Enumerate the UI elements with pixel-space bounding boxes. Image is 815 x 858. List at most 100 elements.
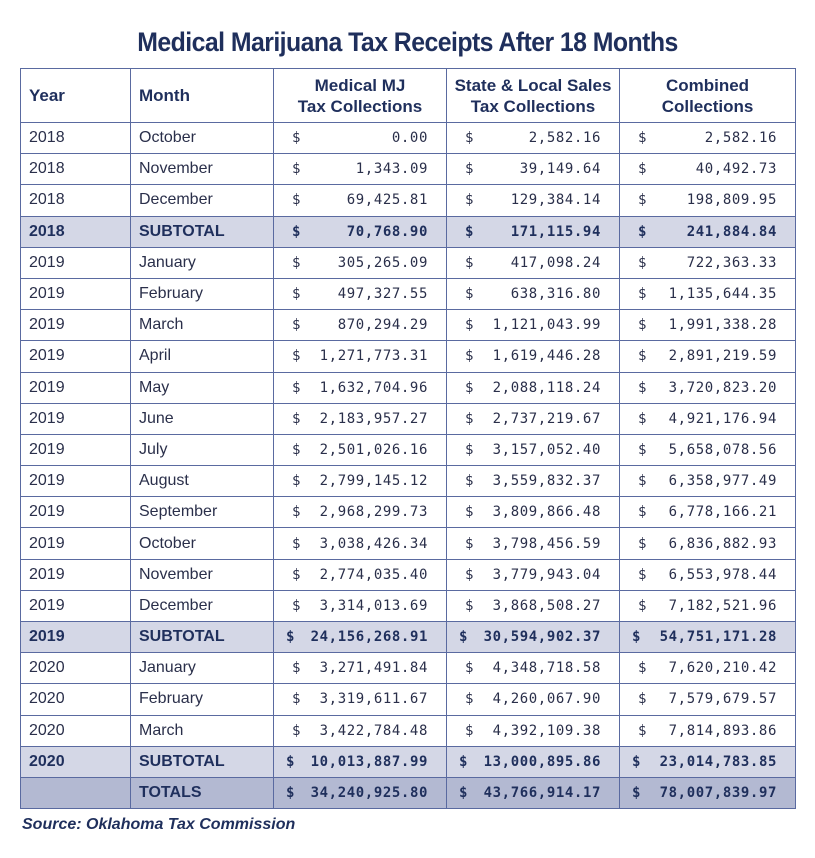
mmj-cell: $1,632,704.96 [273,371,447,404]
mmj-amount: 2,774,035.40 [319,566,428,583]
dollar-sign: $ [292,473,302,490]
sales-amount: 39,149.64 [519,161,601,178]
dollar-sign: $ [465,473,475,490]
subtotal-row: 2018 SUBTOTAL $70,768.90 $171,115.94 $241,88… [20,215,796,248]
dollar-sign: $ [292,379,302,396]
table-row: 2020 February $3,319,611.67 $4,260,067.90 $7… [20,683,796,716]
combined-amount: 198,809.95 [686,192,777,209]
mmj-cell: $3,422,784.48 [273,714,447,747]
month-cell: February [130,683,274,716]
dollar-sign: $ [465,597,475,614]
year-cell: 2018 [20,184,131,217]
combined-cell: $2,582.16 [619,121,796,155]
mmj-cell: $69,425.81 [273,184,447,217]
combined-amount: 7,814,893.86 [668,722,777,739]
table-row: 2019 July $2,501,026.16 $3,157,052.40 $5,658… [20,433,796,467]
mmj-amount: 305,265.09 [337,254,428,271]
sales-amount: 2,088,118.24 [492,379,601,396]
mmj-amount: 0.00 [391,130,428,147]
mmj-amount: 3,422,784.48 [319,722,428,739]
combined-cell: $23,014,783.85 [619,745,796,778]
combined-cell: $6,836,882.93 [619,527,796,560]
dollar-sign: $ [465,691,475,708]
table-row: 2019 February $497,327.55 $638,316.80 $1,135… [20,277,796,311]
dollar-sign: $ [638,130,648,147]
dollar-sign: $ [638,254,648,271]
dollar-sign: $ [292,566,302,583]
combined-cell: $7,579,679.57 [619,683,796,716]
dollar-sign: $ [638,379,648,396]
year-cell: 2020 [20,714,131,747]
sales-cell: $2,737,219.67 [446,402,620,435]
dollar-sign: $ [465,410,475,427]
year-cell: 2019 [20,402,131,435]
sales-amount: 3,779,943.04 [492,566,601,583]
combined-amount: 23,014,783.85 [659,753,777,770]
dollar-sign: $ [292,130,302,147]
sales-amount: 417,098.24 [510,254,601,271]
month-cell: January [130,246,274,279]
dollar-sign: $ [465,192,475,209]
table-row: 2019 March $870,294.29 $1,121,043.99 $1,991,… [20,309,796,342]
mmj-cell: $870,294.29 [273,309,447,342]
dollar-sign: $ [465,379,475,396]
mmj-cell: $2,774,035.40 [273,558,447,591]
mmj-amount: 2,799,145.12 [319,473,428,490]
year-cell: 2019 [20,277,131,311]
month-cell: August [130,465,274,498]
month-cell: June [130,402,274,435]
table-row: 2019 May $1,632,704.96 $2,088,118.24 $3,720,… [20,371,796,404]
sales-amount: 13,000,895.86 [483,753,601,770]
month-cell: May [130,371,274,404]
dollar-sign: $ [465,317,475,334]
mmj-amount: 1,271,773.31 [319,348,428,365]
sales-cell: $4,260,067.90 [446,683,620,716]
dollar-sign: $ [465,722,475,739]
mmj-cell: $3,314,013.69 [273,589,447,623]
sales-cell: $1,619,446.28 [446,340,620,373]
dollar-sign: $ [638,192,648,209]
mmj-cell: $497,327.55 [273,277,447,311]
sales-cell: $171,115.94 [446,215,620,248]
sales-amount: 2,737,219.67 [492,410,601,427]
dollar-sign: $ [638,348,648,365]
mmj-cell: $10,013,887.99 [273,745,447,778]
dollar-sign: $ [638,473,648,490]
table-row: 2019 November $2,774,035.40 $3,779,943.04 $6… [20,558,796,591]
year-cell: 2020 [20,745,131,778]
header-sales-tax: State & Local Sales Tax Collections [446,68,620,123]
table-row: 2019 December $3,314,013.69 $3,868,508.27 $7… [20,589,796,623]
dollar-sign: $ [292,223,302,240]
mmj-amount: 34,240,925.80 [310,785,428,802]
month-cell: December [130,184,274,217]
month-cell: February [130,277,274,311]
mmj-amount: 870,294.29 [337,317,428,334]
dollar-sign: $ [638,441,648,458]
header-combined: Combined Collections [619,68,796,123]
dollar-sign: $ [292,535,302,552]
header-combined-line2: Collections [661,96,754,116]
dollar-sign: $ [292,691,302,708]
dollar-sign: $ [638,504,648,521]
header-row: Year Month Medical MJ Tax Collections St… [20,68,796,123]
combined-cell: $7,814,893.86 [619,714,796,747]
sales-cell: $30,594,902.37 [446,620,620,654]
dollar-sign: $ [292,192,302,209]
combined-amount: 2,582.16 [704,130,777,147]
month-cell: November [130,558,274,591]
sales-cell: $417,098.24 [446,246,620,279]
header-combined-line1: Combined [665,75,750,95]
sales-cell: $3,559,832.37 [446,465,620,498]
year-cell: 2019 [20,340,131,373]
table-row: 2019 August $2,799,145.12 $3,559,832.37 $6,3… [20,465,796,498]
dollar-sign: $ [465,254,475,271]
mmj-amount: 3,319,611.67 [319,691,428,708]
dollar-sign: $ [638,410,648,427]
combined-amount: 6,553,978.44 [668,566,777,583]
subtotal-row: 2019 SUBTOTAL $24,156,268.91 $30,594,902.37… [20,620,796,654]
combined-cell: $40,492.73 [619,153,796,186]
month-cell: TOTALS [130,776,274,810]
combined-amount: 40,492.73 [695,161,777,178]
sales-amount: 4,392,109.38 [492,722,601,739]
dollar-sign: $ [286,785,296,802]
